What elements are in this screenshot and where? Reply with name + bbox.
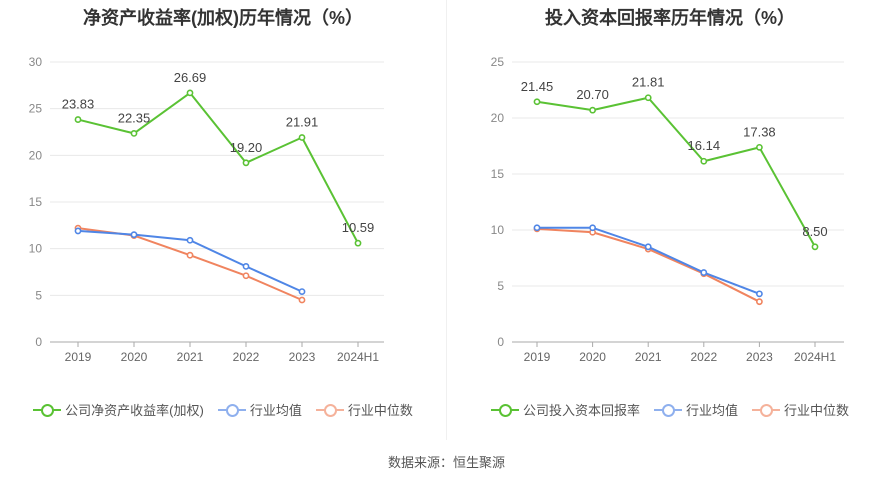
y-tick-label: 0 [497,335,504,349]
legend-mean-marker-icon [217,403,246,417]
data-point [186,251,194,259]
x-tick-label: 2024H1 [794,350,836,364]
y-tick-label: 15 [29,195,43,209]
y-tick-label: 5 [497,279,504,293]
data-label: 10.59 [342,220,375,235]
x-tick-label: 2021 [635,350,662,364]
y-tick-label: 0 [35,335,42,349]
data-point [298,288,306,295]
data-point [130,129,138,137]
data-label: 8.50 [802,224,827,239]
x-tick-label: 2022 [233,350,260,364]
legend-label: 公司净资产收益率(加权) [65,403,204,418]
data-point [755,143,763,151]
x-tick-label: 2019 [524,350,551,364]
legend-label: 行业中位数 [784,403,850,418]
data-label: 21.91 [286,115,319,130]
y-tick-label: 10 [29,242,43,256]
data-point [589,224,596,232]
y-tick-label: 5 [35,288,42,302]
data-label: 21.81 [632,75,665,90]
legend-item-company-roe[interactable]: 公司净资产收益率(加权) [33,400,204,419]
data-point [242,159,250,167]
data-label: 17.38 [743,124,776,139]
data-point [811,243,819,251]
x-tick-label: 2020 [579,350,606,364]
x-tick-label: 2023 [746,350,773,364]
legend-item-company-roic[interactable]: 公司投入资本回报率 [490,400,640,419]
series-line [77,91,359,244]
legend-item-industry-median[interactable]: 行业中位数 [315,400,413,419]
data-point [186,89,194,97]
data-label: 23.83 [62,97,95,112]
data-label: 19.20 [230,140,263,155]
data-label: 26.69 [174,70,207,85]
data-point [74,227,82,235]
data-label: 16.14 [688,138,721,153]
y-tick-label: 25 [491,55,505,69]
roe-chart-legend: 公司净资产收益率(加权) 行业均值 行业中位数 [0,400,446,419]
roic-chart-panel: 投入资本回报率历年情况（%） 0 5 10 15 20 25 2019 2020 2021 202… [447,0,893,440]
y-tick-label: 10 [491,223,505,237]
data-source-note: 数据来源：恒生聚源 [387,455,505,470]
series-line [536,96,816,248]
roic-chart-svg: 0 5 10 15 20 25 2019 2020 2021 2022 2023 2024H1 21.4… [491,55,844,364]
y-tick-label: 15 [491,167,505,181]
data-point [130,231,138,239]
roe-chart-panel: 净资产收益率(加权)历年情况（%） 0 5 10 15 20 25 30 2019 2020 20… [0,0,446,440]
legend-median-marker-icon [752,403,780,417]
data-point [242,272,250,280]
legend-label: 行业均值 [249,403,302,418]
legend-company-marker-icon [33,403,62,417]
data-point [644,94,652,102]
legend-label: 行业中位数 [347,403,413,418]
roic-chart-legend: 公司投入资本回报率 行业均值 行业中位数 [447,400,893,419]
y-tick-label: 25 [29,102,43,116]
data-point [74,116,82,123]
data-point [298,296,306,304]
data-point [755,298,763,306]
roe-chart-title: 净资产收益率(加权)历年情况（%） [83,8,363,28]
data-point [533,224,541,232]
x-tick-label: 2024H1 [337,350,379,364]
legend-median-marker-icon [315,403,344,417]
data-point [354,239,362,247]
data-point [755,290,763,298]
data-point [700,269,708,276]
data-point [644,243,652,251]
y-tick-label: 20 [29,148,43,162]
legend-item-industry-median[interactable]: 行业中位数 [752,400,849,419]
data-point [298,134,306,141]
x-tick-label: 2022 [690,350,717,364]
data-point [700,157,708,165]
data-point [533,98,541,106]
data-label: 22.35 [118,110,151,125]
roic-chart-title: 投入资本回报率历年情况（%） [544,8,795,28]
x-tick-label: 2020 [121,350,148,364]
data-label: 20.70 [576,87,609,102]
x-tick-label: 2023 [289,350,316,364]
x-tick-label: 2019 [65,350,92,364]
x-tick-label: 2021 [177,350,204,364]
legend-company-marker-icon [490,403,519,417]
legend-label: 行业均值 [685,403,738,418]
panel-divider [446,0,447,440]
legend-label: 公司投入资本回报率 [522,403,640,418]
series-line [536,227,760,303]
y-tick-label: 20 [491,111,505,125]
legend-item-industry-mean[interactable]: 行业均值 [653,400,738,419]
data-point [186,236,194,244]
legend-mean-marker-icon [653,403,682,417]
y-tick-label: 30 [29,55,43,69]
data-point [242,262,250,270]
legend-item-industry-mean[interactable]: 行业均值 [217,400,302,419]
data-label: 21.45 [521,79,554,94]
data-point [589,106,596,114]
roe-chart-svg: 0 5 10 15 20 25 30 2019 2020 2021 2022 2023 2024H1 23… [29,55,384,364]
